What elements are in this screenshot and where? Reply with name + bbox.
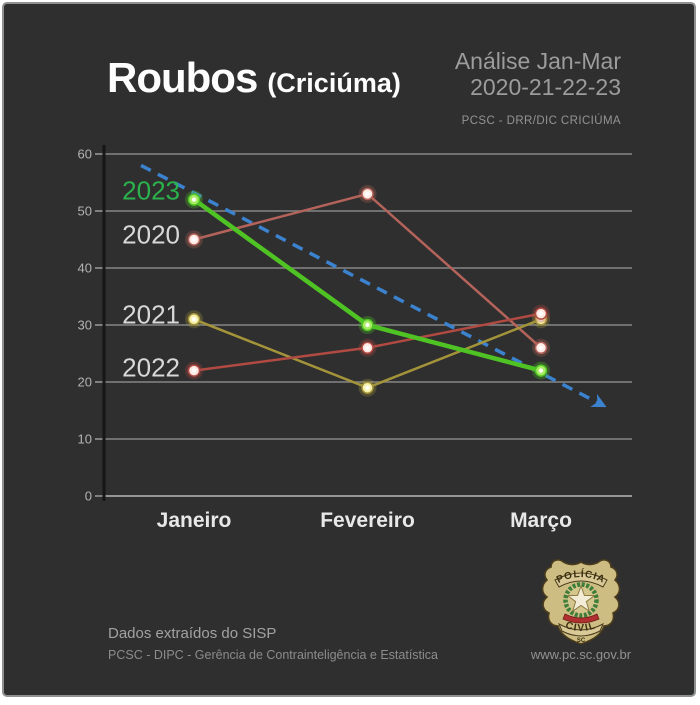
point-core-2022-2 — [538, 311, 544, 316]
ytick-label-0: 0 — [85, 489, 92, 504]
series-label-2020: 2020 — [122, 220, 180, 250]
point-core-2020-2 — [538, 345, 544, 350]
policia-civil-badge-icon: POLÍCIA CIVIL SC — [541, 559, 621, 645]
badge-ribbon — [562, 613, 600, 624]
point-core-2020-1 — [365, 191, 370, 197]
point-core-2023-0 — [191, 197, 197, 202]
website-url: www.pc.sc.gov.br — [530, 647, 632, 662]
analysis-unit: PCSC - DRR/DIC CRICIÚMA — [461, 115, 621, 127]
point-core-2020-0 — [191, 237, 197, 242]
badge-state-text: SC — [577, 638, 586, 644]
footer-source-line2: PCSC - DIPC - Gerência de Contrainteligê… — [108, 648, 438, 662]
xlabel-Fevereiro: Fevereiro — [320, 509, 415, 532]
series-label-2021: 2021 — [122, 299, 180, 329]
point-core-2023-1 — [365, 322, 370, 328]
analysis-years: 2020-21-22-23 — [470, 74, 621, 100]
trend-line — [140, 163, 607, 408]
badge-star — [566, 584, 596, 613]
xlabel-Março: Março — [510, 509, 572, 532]
page-title: Roubos (Criciúma) — [107, 54, 401, 102]
series-label-2022: 2022 — [122, 353, 180, 383]
badge-top-banner — [554, 572, 608, 588]
xlabel-Janeiro: Janeiro — [157, 509, 232, 532]
ytick-label-20: 20 — [78, 375, 92, 390]
footer-source-line1: Dados extraídos do SISP — [108, 625, 277, 642]
footer-source: Dados extraídos do SISP PCSC - DIPC - Ge… — [108, 625, 438, 662]
analysis-block: Análise Jan-Mar 2020-21-22-23 PCSC - DRR… — [455, 48, 621, 127]
point-core-2021-0 — [191, 317, 197, 322]
line-chart: 0 10 20 30 40 50 60 2020 2021 2022 2023 Janeiro Feve… — [78, 145, 632, 532]
svg-text:CIVIL: CIVIL — [564, 620, 598, 634]
series-label-2023: 2023 — [122, 176, 180, 206]
point-core-2022-0 — [191, 368, 197, 373]
badge-bottom-banner — [557, 622, 605, 637]
point-core-2021-1 — [365, 385, 370, 390]
ytick-label-40: 40 — [78, 261, 92, 276]
point-core-2022-1 — [365, 345, 370, 350]
analysis-period: Análise Jan-Mar — [454, 48, 621, 74]
ytick-label-30: 30 — [78, 318, 92, 333]
point-core-2023-2 — [538, 368, 544, 373]
ytick-label-50: 50 — [78, 204, 92, 219]
ytick-label-10: 10 — [78, 432, 92, 447]
infographic-card: Roubos (Criciúma) Análise Jan-Mar 2020-2… — [2, 2, 696, 697]
title-text: Roubos — [107, 54, 258, 101]
badge-top-text: POLÍCIA — [555, 567, 606, 586]
title-city: (Criciúma) — [267, 68, 401, 98]
ytick-label-60: 60 — [78, 147, 92, 162]
svg-text:POLÍCIA: POLÍCIA — [555, 567, 607, 586]
badge-bottom-text: CIVIL — [564, 620, 597, 634]
